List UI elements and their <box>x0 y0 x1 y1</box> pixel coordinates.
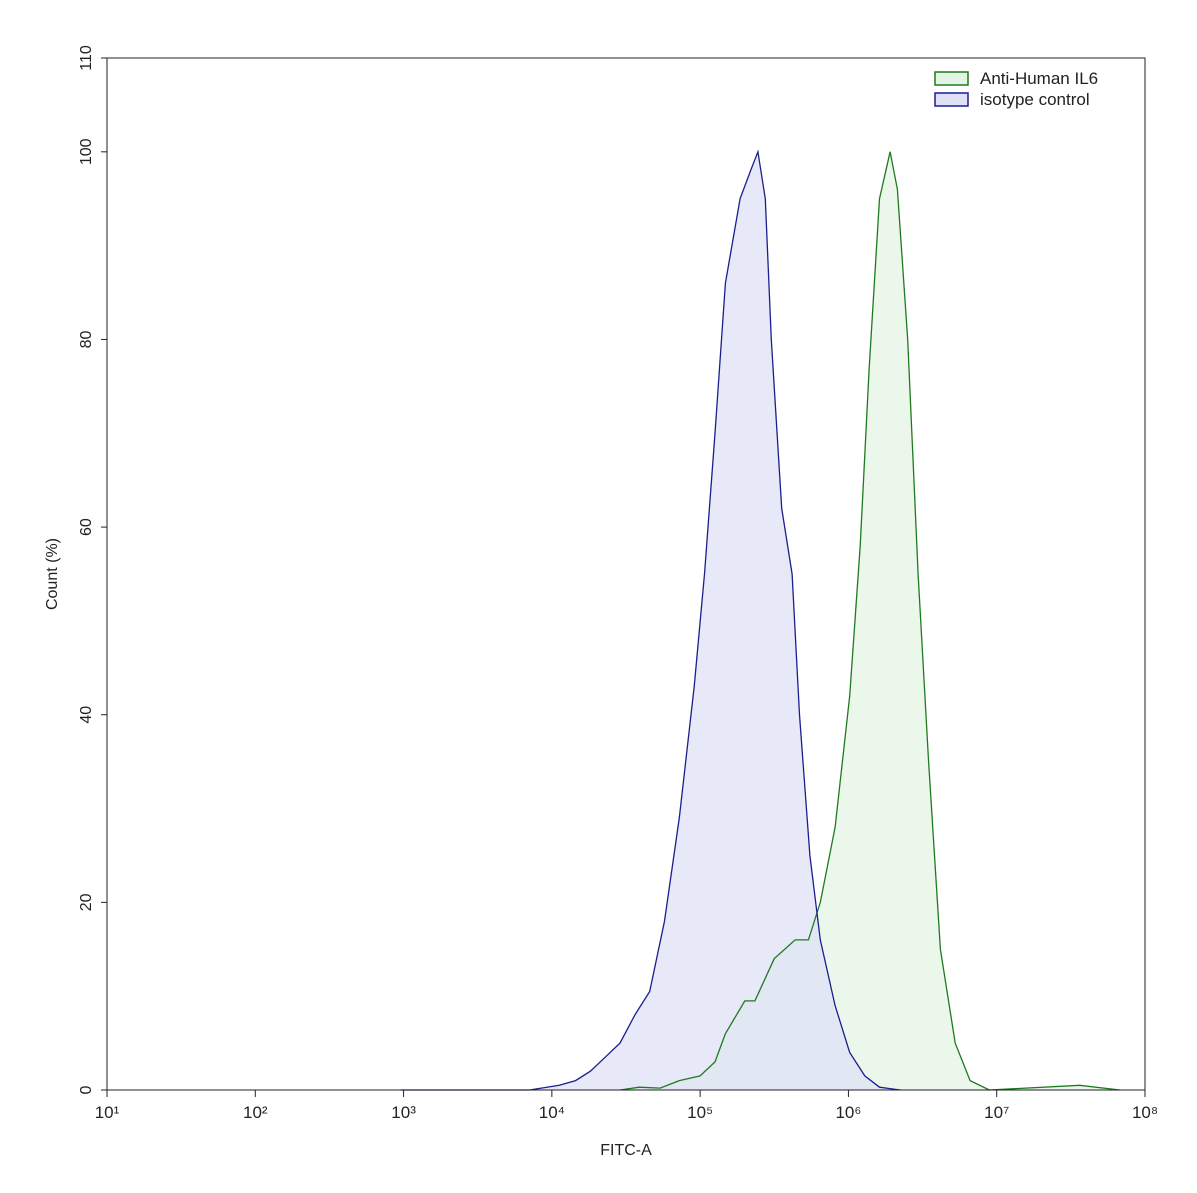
series-line <box>400 149 901 1091</box>
series-line <box>619 151 1120 1091</box>
legend-label: Anti-Human IL6 <box>980 69 1098 88</box>
y-tick-label: 40 <box>78 706 95 724</box>
legend-swatch <box>934 92 969 107</box>
x-tick-label: 10⁸ <box>1132 1103 1158 1122</box>
x-tick-label: 10⁵ <box>687 1103 713 1122</box>
x-axis-label: FITC-A <box>600 1142 652 1159</box>
legend-swatch <box>934 71 969 86</box>
x-tick-label: 10⁶ <box>835 1103 861 1122</box>
y-tick-label: 20 <box>78 893 95 911</box>
y-tick-label: 60 <box>78 518 95 536</box>
area-fill <box>620 151 1120 1091</box>
x-tick-label: 10⁷ <box>984 1103 1009 1122</box>
y-tick-label: 100 <box>78 138 95 165</box>
y-tick-label: 80 <box>78 330 95 348</box>
area-fill <box>400 151 901 1091</box>
x-tick-label: 10³ <box>391 1103 416 1122</box>
y-tick-label: 110 <box>78 45 95 71</box>
x-tick-label: 10² <box>243 1103 268 1122</box>
x-tick-label: 10⁴ <box>539 1103 565 1122</box>
plot-frame <box>106 57 1146 1091</box>
y-tick-label: 0 <box>78 1085 95 1094</box>
legend-label: isotype control <box>980 90 1090 109</box>
y-axis-label: Count (%) <box>44 538 61 610</box>
x-tick-label: 10¹ <box>95 1103 120 1122</box>
